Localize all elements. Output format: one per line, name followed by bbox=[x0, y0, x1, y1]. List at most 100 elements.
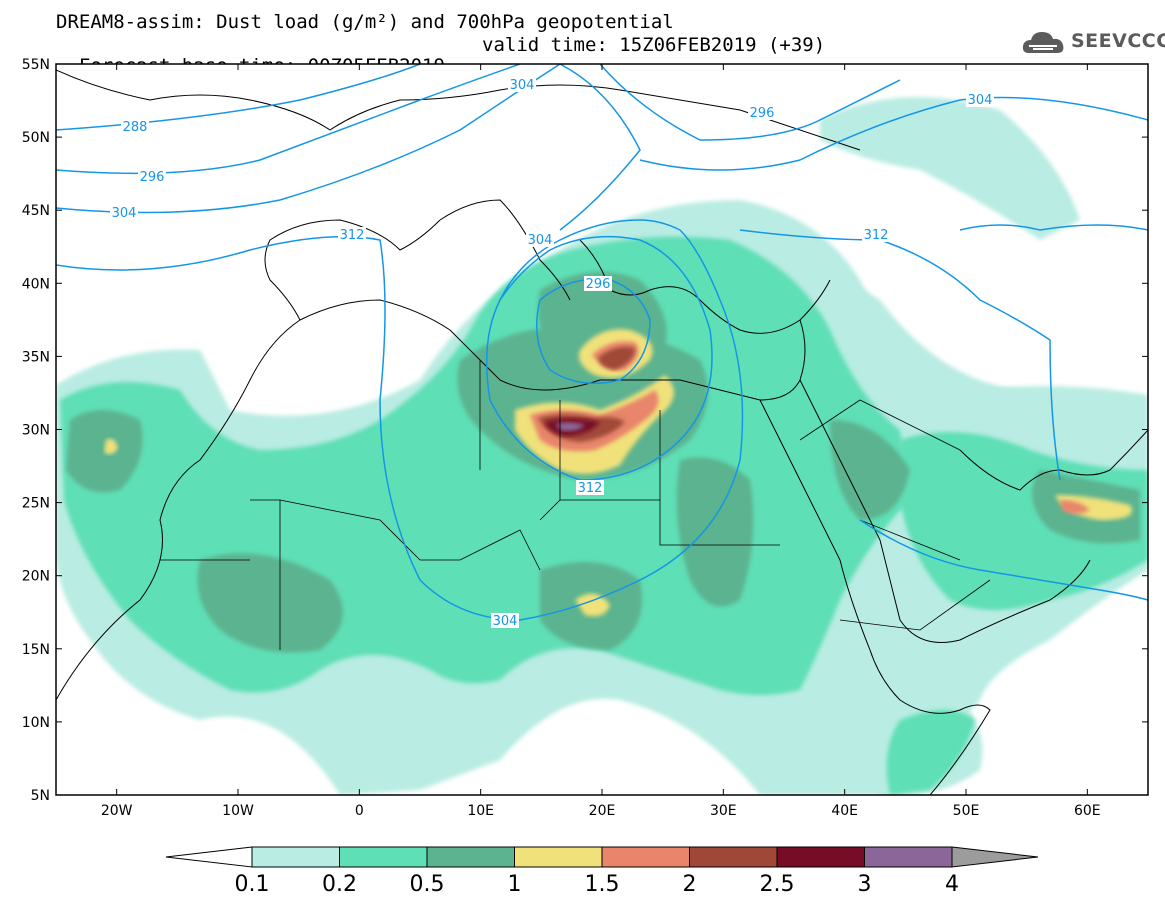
lon-label: 60E bbox=[1074, 803, 1101, 819]
lat-label: 20N bbox=[22, 569, 50, 585]
dust-region-moderate-gulf bbox=[900, 432, 1148, 610]
iberia-coast bbox=[264, 219, 441, 321]
contour-label: 288 bbox=[123, 120, 148, 135]
contour-label: 312 bbox=[578, 481, 603, 496]
contour-label: 304 bbox=[510, 78, 535, 93]
contour-label: 296 bbox=[750, 106, 775, 121]
lon-label: 20W bbox=[101, 803, 133, 819]
dust-region-dense-nile bbox=[676, 457, 754, 607]
cloud-icon bbox=[1022, 32, 1064, 53]
dust-level-1-chad bbox=[575, 593, 610, 617]
dust-region-moderate-horn bbox=[886, 710, 975, 795]
lon-label: 40E bbox=[831, 803, 858, 819]
lon-label: 50E bbox=[953, 803, 980, 819]
latitude-labels: 55N 50N 45N 40N 35N 30N 25N 20N 15N 10N 5N bbox=[22, 57, 50, 804]
arabia-coast bbox=[799, 379, 1091, 643]
colorbar-label: 0.5 bbox=[410, 872, 445, 897]
dust-level-1-gulf bbox=[1055, 495, 1132, 520]
contour-304-low bbox=[485, 235, 713, 481]
colorbar-box bbox=[689, 846, 778, 868]
colorbar-label: 1.5 bbox=[585, 872, 620, 897]
logo-text: SEEVCCC bbox=[1071, 30, 1165, 52]
lat-label: 30N bbox=[22, 423, 50, 439]
lat-label: 35N bbox=[22, 349, 50, 365]
horn-of-africa-coast bbox=[899, 699, 991, 795]
colorbar-box bbox=[601, 846, 690, 868]
contour-label-bg bbox=[121, 119, 149, 134]
contour-label-bg bbox=[508, 77, 536, 92]
contour-label-bg bbox=[526, 232, 554, 247]
contour-label: 312 bbox=[340, 228, 365, 243]
contour-label-bg bbox=[576, 480, 604, 495]
seevccc-logo: SEEVCCC bbox=[1021, 27, 1165, 57]
colorbar-box bbox=[514, 846, 603, 868]
lon-label: 30E bbox=[710, 803, 737, 819]
contour-label: 296 bbox=[586, 277, 611, 292]
lat-label: 25N bbox=[22, 496, 50, 512]
colorbar-label: 2.5 bbox=[760, 872, 795, 897]
contour-296-east bbox=[599, 64, 901, 141]
colorbar-label: 4 bbox=[945, 872, 959, 897]
map-title: DREAM8-assim: Dust load (g/m²) and 700hP… bbox=[56, 11, 674, 33]
contour-label-bg bbox=[862, 227, 890, 242]
lat-label: 15N bbox=[22, 642, 50, 658]
colorbar-box bbox=[339, 846, 428, 868]
contour-label: 304 bbox=[968, 93, 993, 108]
contour-304-east bbox=[639, 96, 1148, 171]
contour-labels: 288 296 304 312 304 296 304 312 296 304 312 304 bbox=[110, 77, 994, 629]
colorbar-min-triangle bbox=[165, 846, 253, 868]
dust-level-3-libya bbox=[555, 422, 585, 432]
contour-label: 312 bbox=[864, 228, 889, 243]
contour-label: 296 bbox=[140, 170, 165, 185]
colorbar-max-triangle bbox=[951, 846, 1039, 868]
contour-label-bg bbox=[110, 205, 138, 220]
colorbar-label: 2 bbox=[683, 872, 697, 897]
colorbar-box bbox=[426, 846, 515, 868]
red-sea-west-coast bbox=[759, 399, 901, 701]
colorbar-label: 0.1 bbox=[235, 872, 270, 897]
contour-312-arabia bbox=[859, 519, 1148, 601]
contour-label-bg bbox=[138, 169, 166, 184]
italy-coast bbox=[439, 199, 571, 301]
persian-gulf-coast bbox=[959, 429, 1148, 491]
contour-304-west bbox=[56, 64, 641, 231]
contour-label-bg bbox=[491, 613, 519, 628]
colorbar-label: 0.2 bbox=[322, 872, 357, 897]
lat-label: 55N bbox=[22, 57, 50, 73]
colorbar-box bbox=[776, 846, 865, 868]
lat-label: 5N bbox=[31, 788, 50, 804]
contour-label: 304 bbox=[493, 614, 518, 629]
north-africa-coast bbox=[56, 299, 806, 701]
contour-label-bg bbox=[584, 276, 612, 291]
colorbar-label: 1 bbox=[508, 872, 522, 897]
lat-label: 10N bbox=[22, 715, 50, 731]
dust-region-light-asia bbox=[820, 97, 1080, 240]
dust-fields bbox=[56, 97, 1148, 795]
dust-region-dense-arabia bbox=[830, 420, 910, 520]
lat-label: 40N bbox=[22, 276, 50, 292]
contour-label: 304 bbox=[528, 233, 553, 248]
colorbar-box bbox=[864, 846, 953, 868]
longitude-labels: 20W 10W 0 10E 20E 30E 40E 50E 60E bbox=[101, 803, 1101, 819]
contour-label-bg bbox=[748, 105, 776, 120]
dust-level-1-wsahara bbox=[104, 438, 118, 455]
contour-label: 304 bbox=[112, 206, 137, 221]
valid-time: valid time: 15Z06FEB2019 (+39) bbox=[482, 34, 826, 56]
lon-label: 10W bbox=[222, 803, 254, 819]
lat-label: 50N bbox=[22, 130, 50, 146]
lon-label: 0 bbox=[355, 803, 364, 819]
lat-label: 45N bbox=[22, 203, 50, 219]
dust-level-2-crete bbox=[598, 346, 635, 370]
lon-label: 10E bbox=[467, 803, 494, 819]
colorbar-label: 3 bbox=[858, 872, 872, 897]
colorbar-box bbox=[251, 846, 340, 868]
contour-312-east bbox=[739, 229, 1061, 481]
dust-level-1-5-gulf bbox=[1060, 500, 1090, 514]
axis-ticks bbox=[56, 63, 1148, 796]
country-borders bbox=[160, 360, 991, 650]
colorbar: 0.1 0.2 0.5 1 1.5 2 2.5 3 4 bbox=[165, 846, 1039, 897]
contour-label-bg bbox=[338, 227, 366, 242]
contour-label-bg bbox=[966, 92, 994, 107]
lon-label: 20E bbox=[589, 803, 616, 819]
